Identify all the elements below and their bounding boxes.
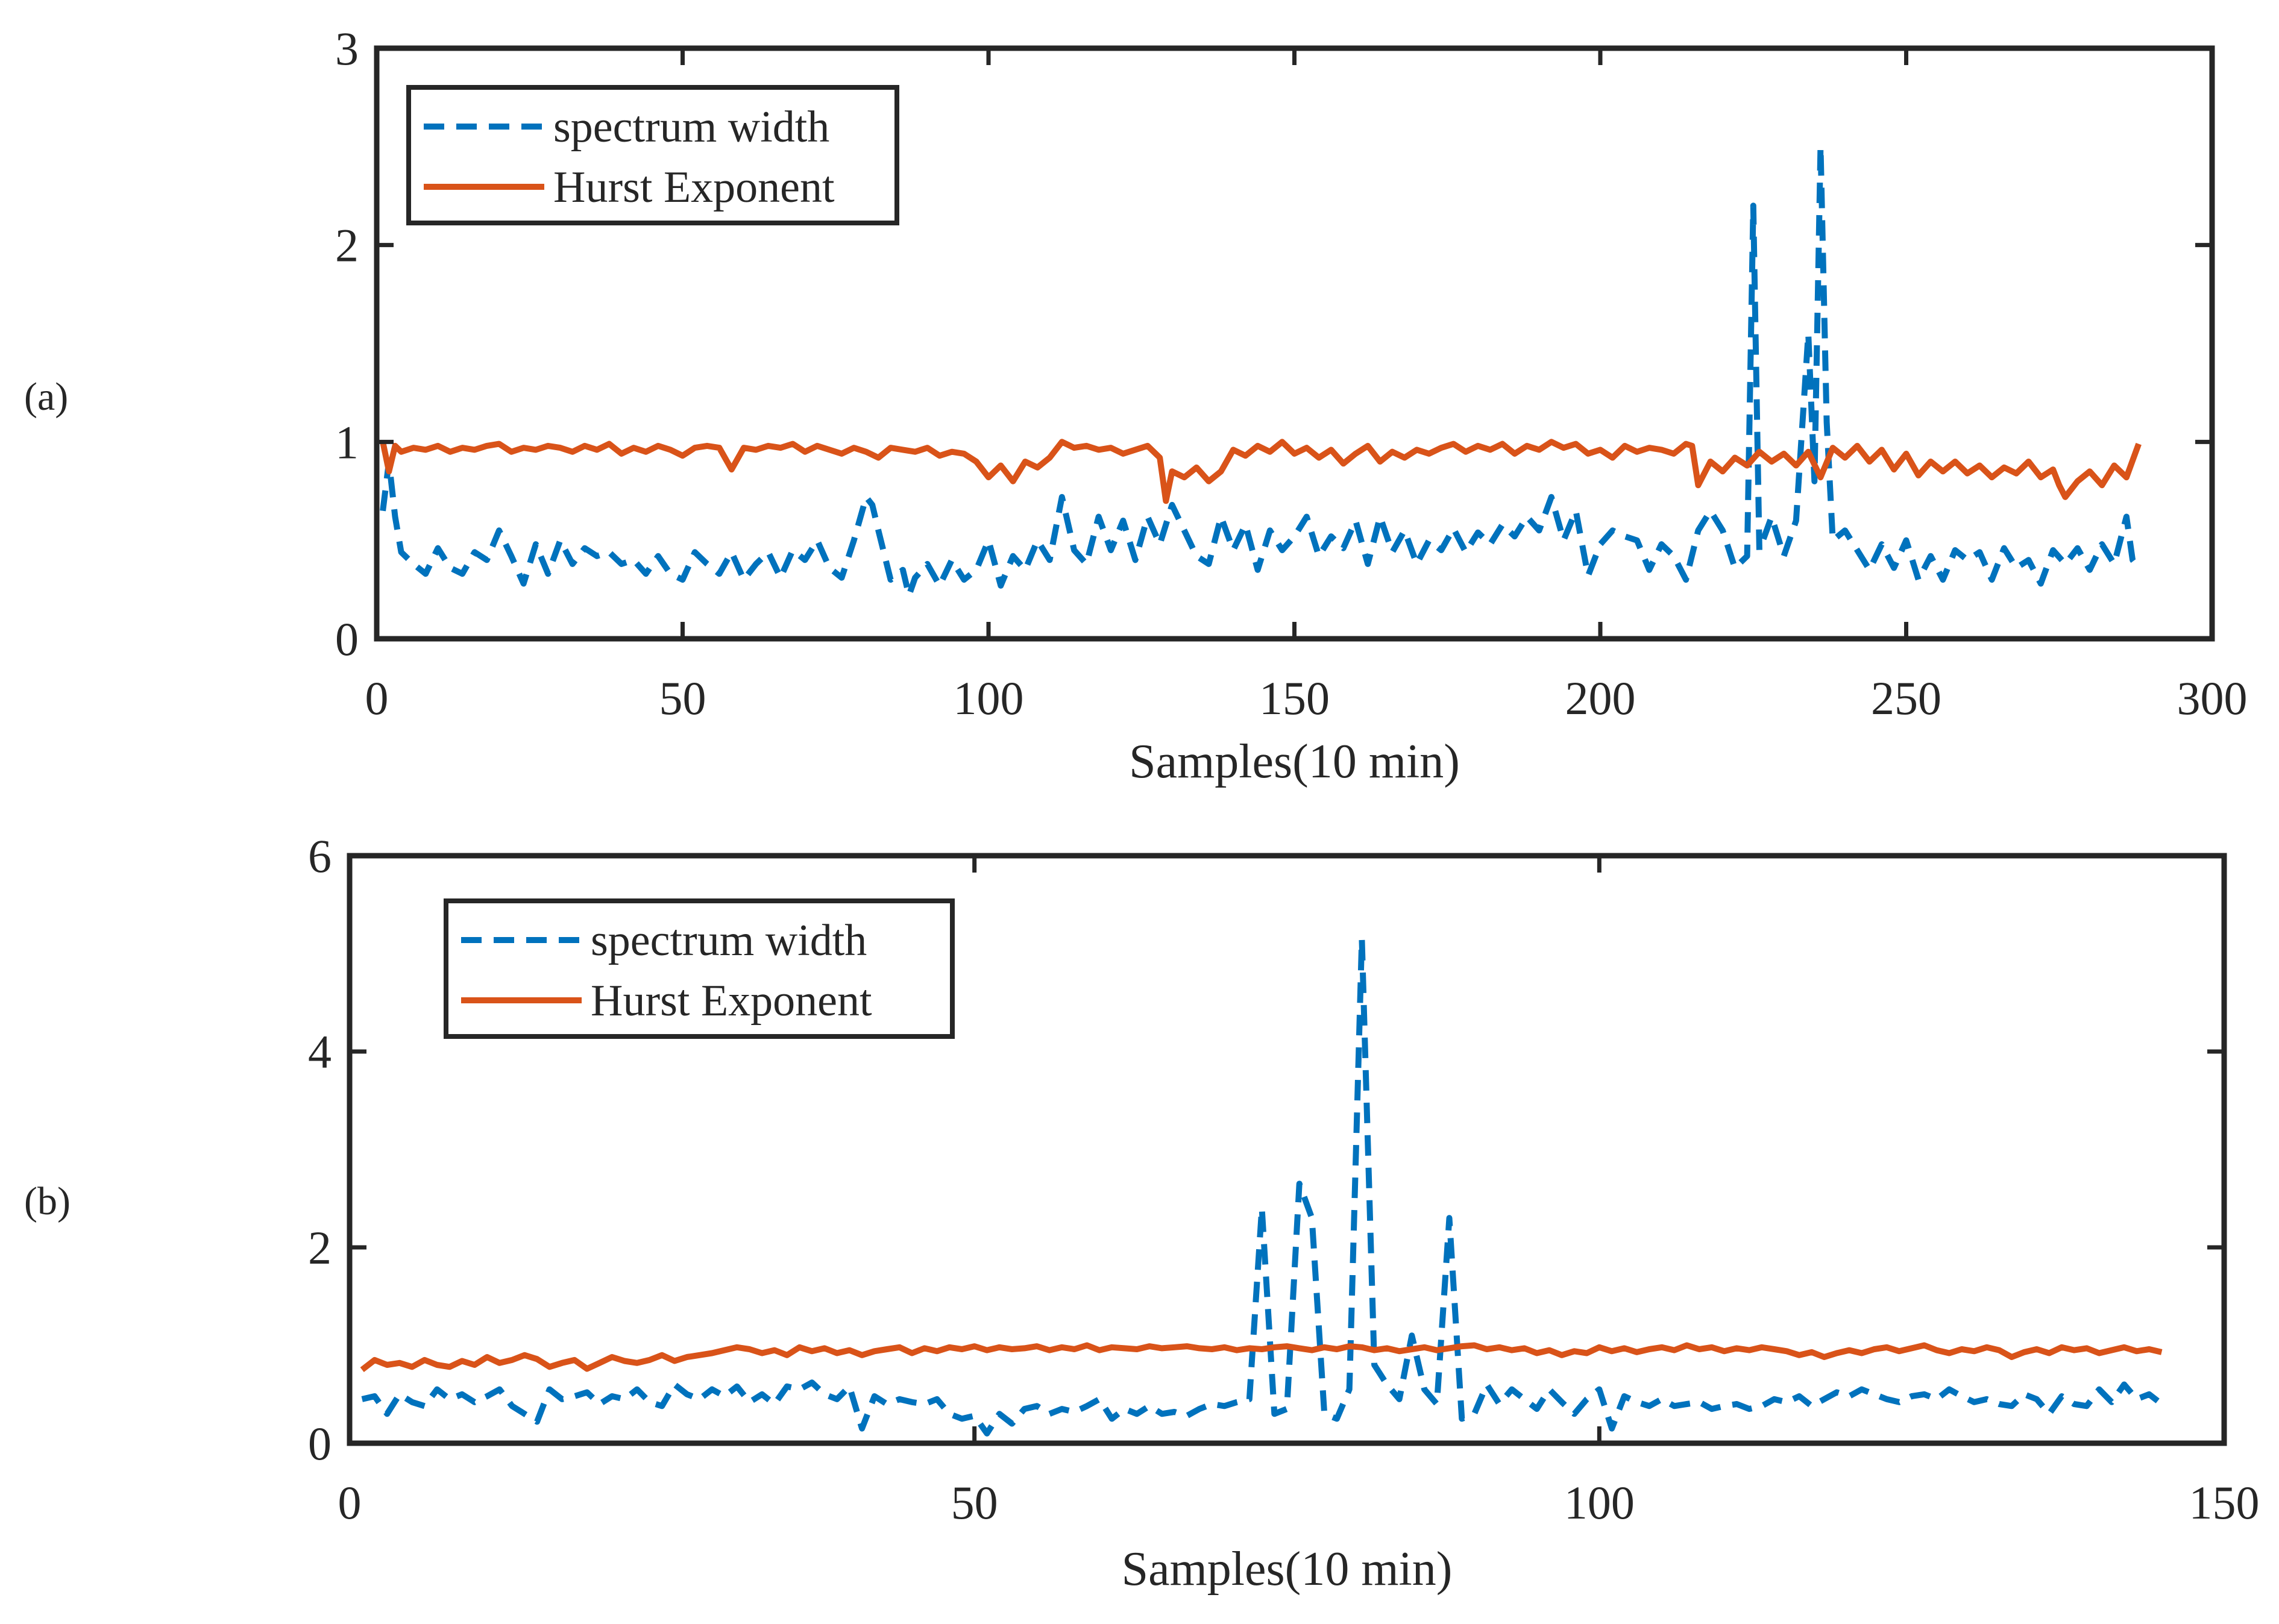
legend: spectrum width Hurst Exponent xyxy=(444,898,955,1039)
x-tick-label: 50 xyxy=(659,672,706,724)
legend-box xyxy=(406,85,899,225)
x-axis-label: Samples(10 min) xyxy=(1129,735,1460,788)
series-line-hurst-exponent xyxy=(360,1342,2163,1373)
panel-label: (a) xyxy=(24,375,68,419)
y-tick-label: 2 xyxy=(335,219,359,272)
panel-label: (b) xyxy=(24,1179,71,1223)
y-tick-label: 6 xyxy=(308,830,332,882)
x-tick-label: 50 xyxy=(951,1476,998,1529)
y-tick-label: 2 xyxy=(308,1221,332,1274)
x-tick-label: 250 xyxy=(1871,672,1941,724)
y-tick-label: 0 xyxy=(308,1417,332,1470)
legend: spectrum width Hurst Exponent xyxy=(406,85,899,225)
x-tick-label: 300 xyxy=(2177,672,2248,724)
plot-frame xyxy=(347,853,2227,1446)
x-tick-label: 100 xyxy=(954,672,1024,724)
series-line-spectrum-width xyxy=(380,143,2142,599)
legend-label: spectrum width xyxy=(591,916,867,965)
y-tick-label: 3 xyxy=(335,22,359,75)
y-tick-label: 1 xyxy=(335,416,359,468)
panel-a: (a) 0 50 100 150 200 250 300 0 1 2 3 Samples(10 min)… xyxy=(24,22,2248,788)
legend-label: Hurst Exponent xyxy=(591,976,872,1026)
x-tick-label: 200 xyxy=(1565,672,1636,724)
legend-label: spectrum width xyxy=(553,102,829,152)
x-tick-label: 0 xyxy=(365,672,389,724)
x-tick-label: 0 xyxy=(338,1476,362,1529)
series-line-hurst-exponent xyxy=(380,439,2142,504)
legend-box xyxy=(444,898,955,1039)
x-tick-label: 150 xyxy=(1259,672,1330,724)
legend-label: Hurst Exponent xyxy=(553,163,835,212)
y-tick-label: 0 xyxy=(335,613,359,665)
x-tick-label: 150 xyxy=(2189,1476,2260,1529)
x-axis-label: Samples(10 min) xyxy=(1122,1543,1453,1596)
panel-b: (b) 0 50 100 150 0 2 4 6 Samples(10 min) spectrum … xyxy=(24,830,2260,1596)
x-tick-label: 100 xyxy=(1564,1476,1635,1529)
y-tick-label: 4 xyxy=(308,1026,332,1078)
series-line-spectrum-width xyxy=(361,936,2164,1437)
